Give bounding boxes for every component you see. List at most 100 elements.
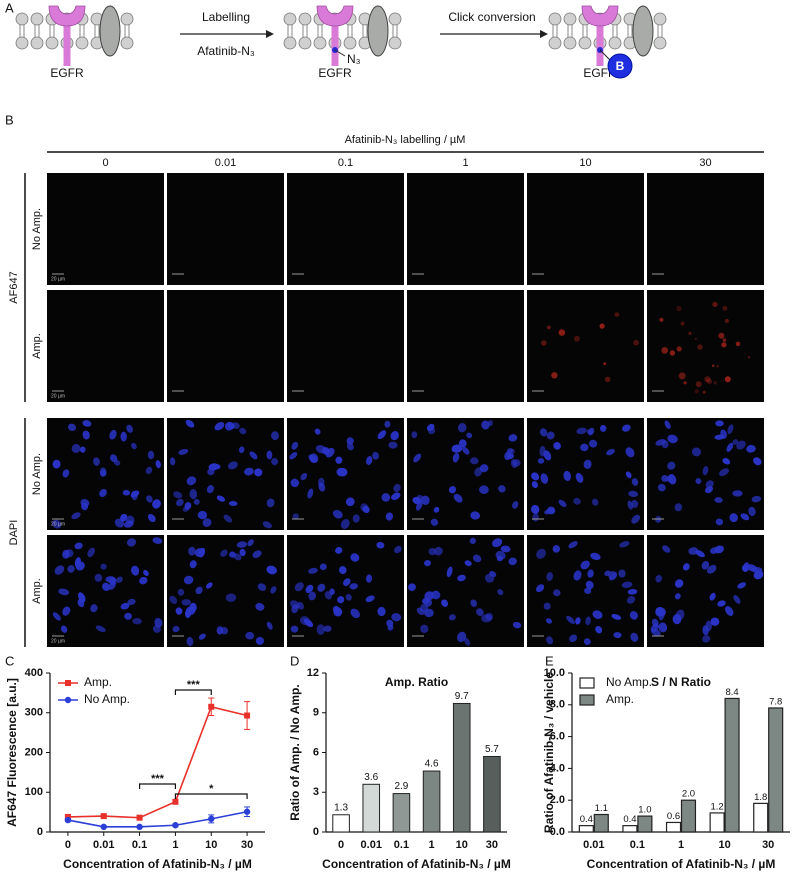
nucleus [198,547,206,558]
nucleus [155,460,161,469]
lipid-head [283,36,297,50]
nucleus [236,541,247,548]
bar [637,815,653,833]
panel-label: E [545,653,554,668]
nucleus [476,608,484,616]
nucleus [586,429,593,435]
nucleus [71,444,81,453]
nucleus [332,605,341,615]
nucleus [433,546,443,556]
nucleus [464,637,471,646]
nucleus [100,563,107,570]
nucleus [415,500,423,511]
nucleus [126,424,133,433]
nucleus [58,588,70,596]
micrograph [167,173,284,285]
micrograph [527,173,644,285]
nucleus [498,485,506,493]
marker [243,808,251,815]
nucleus [319,563,327,571]
nucleus [125,515,135,525]
nucleus [508,434,518,442]
nucleus [372,451,379,460]
nucleus [346,442,354,451]
nucleus [62,469,70,478]
nucleus [702,625,709,636]
nucleus [317,477,325,487]
nucleus [365,455,373,466]
bar [422,770,441,833]
nucleus [655,574,662,583]
bar [392,793,411,833]
nucleus [386,619,394,628]
nucleus [545,618,553,624]
row-label: No Amp. [31,208,43,250]
receptor-stalk [63,22,71,66]
nucleus [308,567,318,574]
nucleus [385,512,394,521]
nucleus [500,545,511,553]
nucleus [289,452,298,460]
nucleus [710,617,720,626]
x-tick-label: 0 [65,839,71,851]
lipid-head [298,36,312,50]
nucleus [413,453,422,463]
scale-bar-label: 20 µm [51,521,65,527]
nucleus [543,602,551,610]
nucleus [709,592,716,601]
nucleus [193,498,200,505]
panel-label: D [290,653,299,668]
nucleus [626,595,636,604]
nucleus [746,564,758,572]
x-tick-label: 0.1 [630,839,645,851]
nucleus [625,471,632,479]
nucleus [322,447,330,455]
signal-spot [722,305,728,311]
nucleus [152,624,161,633]
marker [136,823,143,831]
nucleus [197,510,208,520]
nucleus [751,495,762,503]
nucleus [290,478,300,488]
nucleus [309,453,319,463]
x-tick-label: 1 [429,839,435,851]
nucleus [365,574,373,583]
scale-bar-label: 20 µm [51,638,65,644]
nucleus [424,559,431,567]
nucleus [512,501,519,509]
nucleus [189,489,198,500]
nucleus [99,488,107,498]
nucleus [592,498,599,506]
nucleus [79,446,86,453]
micrograph [287,290,404,402]
nucleus [195,586,203,595]
nucleus [472,554,482,563]
signal-spot [724,376,731,383]
nucleus [188,546,196,556]
nucleus [629,611,638,620]
bar-value-label: 9.7 [455,691,469,702]
receptor-stalk [331,22,339,66]
lipid-head [563,36,577,50]
nucleus [216,495,226,502]
bar-value-label: 1.3 [334,802,348,813]
nucleus [470,599,478,607]
nucleus [335,456,343,464]
x-tick-label: 1 [172,839,178,851]
nucleus [575,472,584,483]
nucleus [114,518,125,528]
nucleus [631,499,639,508]
nucleus [324,591,333,600]
nucleus [691,447,702,457]
nucleus [316,624,325,635]
nucleus [254,468,263,477]
group-label: AF647 [8,271,20,303]
nucleus [189,602,197,613]
nucleus [695,478,702,485]
nucleus [67,565,75,573]
signal-spot [678,372,686,380]
bar [483,755,501,833]
nucleus [569,634,578,643]
